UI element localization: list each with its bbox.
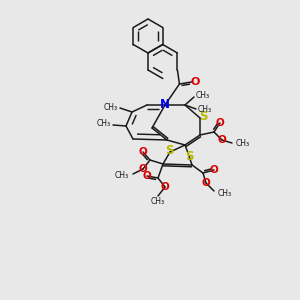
Text: O: O — [142, 171, 152, 181]
Text: CH₃: CH₃ — [97, 119, 111, 128]
Text: O: O — [216, 118, 224, 128]
Text: CH₃: CH₃ — [198, 106, 212, 115]
Text: S: S — [199, 110, 207, 124]
Text: N: N — [160, 98, 170, 110]
Text: CH₃: CH₃ — [218, 188, 232, 197]
Text: CH₃: CH₃ — [236, 139, 250, 148]
Text: CH₃: CH₃ — [196, 92, 210, 100]
Text: O: O — [160, 182, 169, 192]
Text: O: O — [139, 147, 147, 157]
Text: CH₃: CH₃ — [151, 197, 165, 206]
Text: O: O — [218, 135, 226, 145]
Text: S: S — [165, 143, 173, 157]
Text: O: O — [191, 77, 200, 87]
Text: S: S — [185, 149, 193, 163]
Text: O: O — [202, 178, 210, 188]
Text: O: O — [210, 165, 218, 175]
Text: CH₃: CH₃ — [104, 103, 118, 112]
Text: O: O — [139, 164, 147, 174]
Text: CH₃: CH₃ — [115, 170, 129, 179]
